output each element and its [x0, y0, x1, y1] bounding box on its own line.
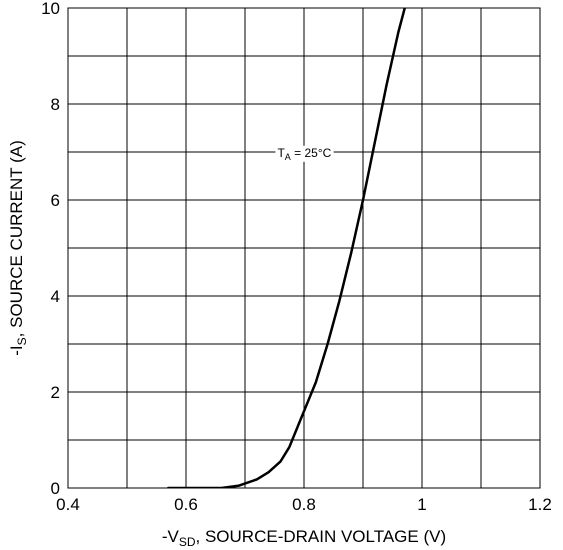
series-line [167, 8, 407, 488]
series-layer [167, 8, 407, 488]
y-tick-label: 4 [51, 287, 60, 306]
y-axis-title: -IS, SOURCE CURRENT (A) [7, 140, 29, 356]
x-tick-label: 1.2 [528, 495, 552, 514]
grid [68, 8, 540, 488]
x-tick-label: 1 [417, 495, 426, 514]
x-axis-title: -VSD, SOURCE-DRAIN VOLTAGE (V) [162, 527, 446, 549]
y-tick-label: 2 [51, 383, 60, 402]
x-tick-label: 0.8 [292, 495, 316, 514]
y-tick-label: 6 [51, 191, 60, 210]
temperature-annotation: TA = 25°C [277, 146, 331, 162]
x-tick-label: 0.6 [174, 495, 198, 514]
plot-frame [67, 7, 541, 489]
y-tick-label: 8 [51, 95, 60, 114]
x-tick-labels: 0.4 0.6 0.8 1 1.2 [56, 495, 552, 514]
x-tick-label: 0.4 [56, 495, 80, 514]
y-tick-labels: 0 2 4 6 8 10 [41, 0, 60, 498]
y-tick-label: 10 [41, 0, 60, 18]
annotation-background [275, 145, 334, 162]
y-tick-label: 0 [51, 479, 60, 498]
